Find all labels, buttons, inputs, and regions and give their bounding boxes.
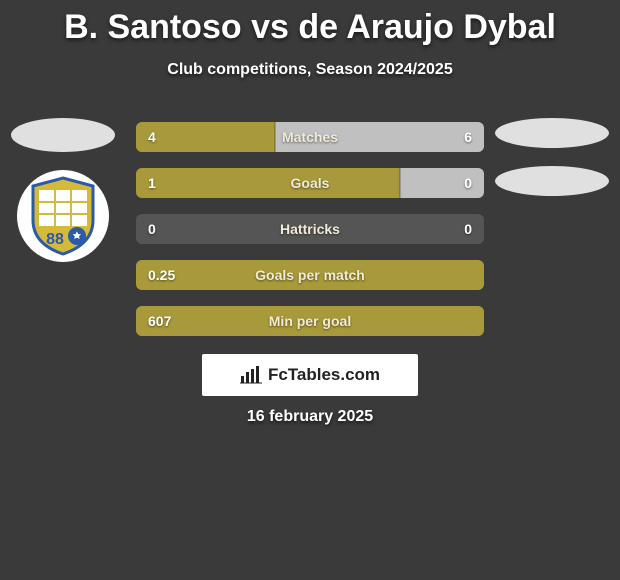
stat-row: 00Hattricks [136,214,484,244]
svg-text:88: 88 [46,231,64,248]
bar-chart-icon [240,366,262,384]
comparison-card: B. Santoso vs de Araujo Dybal Club compe… [0,0,620,580]
date-label: 16 february 2025 [0,408,620,426]
player1-club-badge: 88 [17,170,109,262]
player2-column [492,118,612,214]
player2-photo-placeholder [495,118,609,148]
stat-row: 10Goals [136,168,484,198]
brand-text: FcTables.com [268,365,380,385]
player1-photo-placeholder [11,118,115,152]
stat-label: Min per goal [136,306,484,336]
stat-row: 0.25Goals per match [136,260,484,290]
subtitle: Club competitions, Season 2024/2025 [0,61,620,79]
stat-label: Goals [136,168,484,198]
stat-row: 607Min per goal [136,306,484,336]
shield-icon: 88 [23,176,103,256]
stat-row: 46Matches [136,122,484,152]
stat-label: Goals per match [136,260,484,290]
page-title: B. Santoso vs de Araujo Dybal [0,0,620,47]
player2-club-placeholder [495,166,609,196]
stats-bars: 46Matches 10Goals 00Hattricks 0.25Goals per… [136,122,484,352]
player1-column: 88 [8,118,118,262]
stat-label: Matches [136,122,484,152]
brand-badge: FcTables.com [202,354,418,396]
stat-label: Hattricks [136,214,484,244]
